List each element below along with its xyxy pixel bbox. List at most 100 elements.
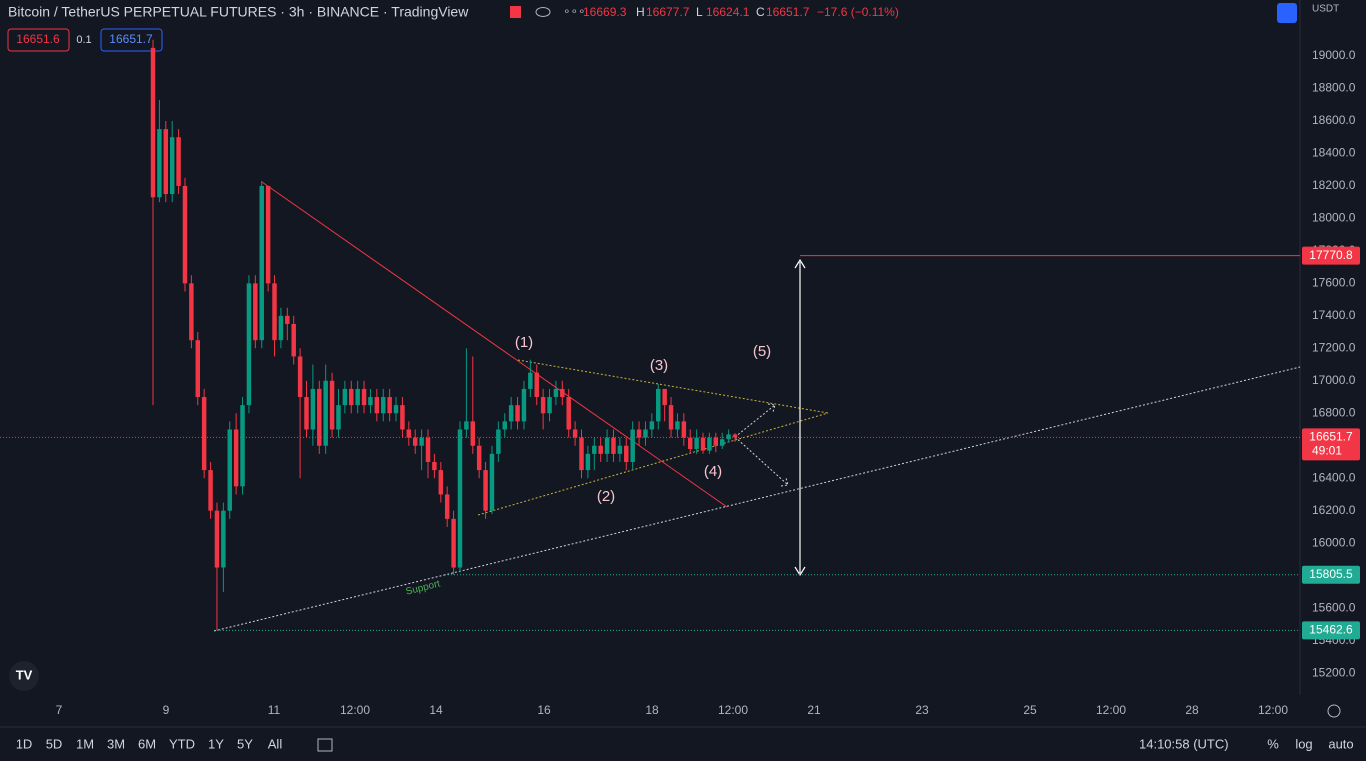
candle-body: [585, 453, 591, 471]
candle-body: [464, 421, 469, 430]
scale-option[interactable]: auto: [1328, 736, 1353, 751]
x-tick-label: 21: [807, 703, 821, 717]
tv-logo[interactable]: [9, 661, 39, 691]
candle-body: [502, 421, 507, 430]
x-tick-label: 12:00: [340, 703, 370, 717]
sell-price[interactable]: 16651.6: [16, 32, 60, 46]
price-badge: [1302, 621, 1360, 640]
candle-body: [221, 510, 226, 568]
candle-body: [387, 397, 392, 414]
candle-body: [336, 405, 341, 430]
x-tick-label: 12:00: [1258, 703, 1288, 717]
ohlc-letter: L: [696, 5, 703, 19]
x-tick-label: 7: [56, 703, 63, 717]
y-tick-label: 16800.0: [1312, 405, 1356, 419]
candle-body: [508, 405, 514, 422]
candle-body: [227, 429, 232, 511]
scale-option[interactable]: log: [1295, 736, 1312, 751]
y-tick-label: 15600.0: [1312, 600, 1356, 614]
candle-body: [732, 434, 738, 438]
spread: 0.1: [76, 34, 91, 46]
screen-icon[interactable]: [1277, 3, 1297, 23]
candle-body: [163, 129, 169, 195]
candle-body: [547, 397, 552, 414]
sell-box[interactable]: [7, 28, 70, 52]
candle-body: [444, 494, 450, 519]
range-button[interactable]: 5Y: [237, 736, 253, 751]
candle-body: [579, 437, 584, 471]
candle-body: [496, 429, 501, 454]
y-tick-label: 17600.0: [1312, 276, 1356, 290]
candle-body: [560, 388, 565, 398]
y-tick-label: 16000.0: [1312, 535, 1356, 549]
candle-body: [572, 429, 578, 438]
currency[interactable]: USDT: [1312, 4, 1339, 15]
candle-body: [630, 429, 635, 462]
candle-body: [540, 397, 546, 414]
projection-arrows: [734, 403, 789, 487]
range-button[interactable]: All: [268, 736, 283, 751]
candle-body: [285, 315, 290, 324]
change-value: −17.6 (−0.11%): [817, 5, 899, 19]
candle-body: [624, 445, 629, 462]
candle-body: [361, 388, 367, 406]
price-badge-label: 15805.5: [1309, 567, 1353, 581]
candle-body: [438, 470, 444, 495]
price-badge: [1302, 246, 1360, 265]
x-tick-label: 25: [1023, 703, 1037, 717]
y-tick-label: 18200.0: [1312, 178, 1356, 192]
y-tick-label: 16200.0: [1312, 503, 1356, 517]
settings-icon[interactable]: [1327, 704, 1341, 718]
x-tick-label: 12:00: [718, 703, 748, 717]
candle-body: [304, 397, 309, 430]
candle-body: [291, 323, 296, 357]
range-button[interactable]: 3M: [107, 736, 125, 751]
price-badge-label: 17770.8: [1309, 248, 1353, 262]
candle-body: [534, 372, 539, 398]
more-icon[interactable]: ∘∘∘: [563, 4, 586, 18]
candle-body: [150, 47, 156, 198]
candle-body: [553, 388, 559, 398]
x-tick-label: 11: [268, 703, 281, 717]
triangle-lower: [477, 412, 829, 516]
candle-body: [681, 421, 687, 438]
low-value: 16624.1: [706, 5, 750, 19]
eye-icon[interactable]: [535, 7, 551, 17]
buy-price[interactable]: 16651.7: [109, 32, 153, 46]
scale-option[interactable]: %: [1267, 736, 1279, 751]
ohlc-letter: C: [756, 5, 765, 19]
candle-body: [566, 397, 571, 430]
y-tick-label: 19000.0: [1312, 48, 1356, 62]
range-button[interactable]: YTD: [169, 736, 195, 751]
candle-body: [393, 405, 399, 414]
range-button[interactable]: 6M: [138, 736, 156, 751]
candle-body: [528, 372, 533, 389]
buy-box[interactable]: [100, 28, 163, 52]
y-tick-label: 18800.0: [1312, 81, 1356, 95]
open-value: 16669.3: [583, 5, 627, 19]
flag-icon[interactable]: [510, 6, 521, 18]
candle-body: [412, 437, 418, 446]
candle-body: [476, 445, 482, 471]
price-badge-label: 15462.6: [1309, 623, 1353, 637]
downtrend-line: [261, 181, 728, 508]
y-tick-label: 15200.0: [1312, 665, 1356, 679]
candle-body: [400, 405, 405, 430]
y-tick-label: 17200.0: [1312, 340, 1356, 354]
candle-body: [598, 445, 603, 454]
range-button[interactable]: 5D: [46, 736, 63, 751]
y-tick-label: 18600.0: [1312, 113, 1356, 127]
candle-body: [483, 470, 488, 511]
candle-body: [425, 437, 431, 462]
candle-body: [374, 397, 380, 414]
range-button[interactable]: 1D: [16, 736, 33, 751]
candle-body: [592, 445, 597, 454]
candle-body: [259, 185, 264, 341]
range-button[interactable]: 1M: [76, 736, 94, 751]
calendar-icon[interactable]: [317, 738, 333, 752]
close-value: 16651.7: [766, 5, 810, 19]
x-tick-label: 18: [645, 703, 659, 717]
candle-body: [636, 429, 642, 438]
range-button[interactable]: 1Y: [208, 736, 224, 751]
